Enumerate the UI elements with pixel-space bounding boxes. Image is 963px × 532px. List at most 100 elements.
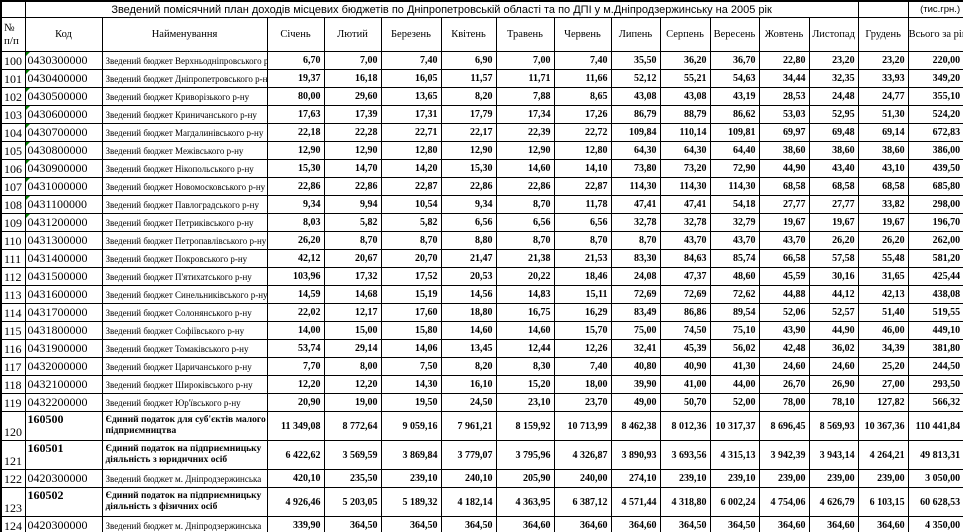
- table-row: 105 0430800000 Зведений бюджет Межівсько…: [0, 141, 963, 160]
- budget-name: Зведений бюджет м. Дніпродзержинська: [101, 516, 268, 532]
- budget-code: 0431300000: [27, 233, 88, 247]
- value-august: 43,70: [659, 231, 711, 250]
- excel-error-marker-icon: [26, 196, 30, 200]
- value-march: 20,70: [380, 249, 442, 268]
- budget-code-cell: 0430800000: [24, 141, 103, 160]
- value-july: 35,50: [610, 51, 661, 70]
- value-october: 24,60: [758, 357, 810, 376]
- value-july: 364,60: [610, 516, 661, 532]
- value-may: 12,90: [495, 141, 555, 160]
- excel-error-marker-icon: [26, 70, 30, 74]
- value-march: 5,82: [380, 213, 442, 232]
- row-number: 118: [0, 375, 26, 394]
- value-july: 43,08: [610, 87, 661, 106]
- value-march: 13,65: [380, 87, 442, 106]
- table-row: 108 0431100000 Зведений бюджет Павлоград…: [0, 195, 963, 214]
- value-year-total: 220,00: [907, 51, 963, 70]
- value-october: 8 696,45: [758, 411, 810, 441]
- budget-code-cell: 0431000000: [24, 177, 103, 196]
- budget-name: Зведений бюджет м. Дніпродзержинська: [101, 469, 268, 488]
- value-march: 14,30: [380, 375, 442, 394]
- value-august: 86,86: [659, 303, 711, 322]
- budget-code: 0431800000: [27, 323, 88, 337]
- budget-code: 0420300000: [27, 471, 88, 485]
- value-year-total: 581,20: [907, 249, 963, 268]
- value-october: 68,58: [758, 177, 810, 196]
- value-may: 23,10: [495, 393, 555, 412]
- value-march: 17,52: [380, 267, 442, 286]
- value-march: 15,80: [380, 321, 442, 340]
- value-october: 28,53: [758, 87, 810, 106]
- value-march: 5 189,32: [380, 487, 442, 517]
- value-july: 75,00: [610, 321, 661, 340]
- value-january: 420,10: [266, 469, 325, 488]
- value-june: 364,60: [553, 516, 612, 532]
- value-july: 8,70: [610, 231, 661, 250]
- value-november: 78,10: [808, 393, 859, 412]
- value-april: 14,60: [440, 321, 497, 340]
- value-june: 12,26: [553, 339, 612, 358]
- row-number: 103: [0, 105, 26, 124]
- table-row: 120 160500 Єдиний податок для суб'єктів …: [0, 411, 963, 441]
- value-september: 43,19: [709, 87, 760, 106]
- excel-error-marker-icon: [26, 160, 30, 164]
- table-row: 119 0432200000 Зведений бюджет Юр'ївсько…: [0, 393, 963, 412]
- value-august: 36,20: [659, 51, 711, 70]
- table-row: 111 0431400000 Зведений бюджет Покровськ…: [0, 249, 963, 268]
- value-november: 32,35: [808, 69, 859, 88]
- row-number: 116: [0, 339, 26, 358]
- value-november: 38,60: [808, 141, 859, 160]
- value-february: 8,00: [323, 357, 382, 376]
- value-april: 8,80: [440, 231, 497, 250]
- value-september: 56,02: [709, 339, 760, 358]
- value-june: 22,87: [553, 177, 612, 196]
- value-june: 21,53: [553, 249, 612, 268]
- value-july: 32,41: [610, 339, 661, 358]
- value-february: 5 203,05: [323, 487, 382, 517]
- row-number: 117: [0, 357, 26, 376]
- value-august: 73,20: [659, 159, 711, 178]
- value-may: 11,71: [495, 69, 555, 88]
- value-may: 14,83: [495, 285, 555, 304]
- budget-code: 0431600000: [27, 287, 88, 301]
- budget-name: Зведений бюджет Дніпропетровського р-ну: [101, 69, 268, 88]
- value-december: 25,20: [857, 357, 909, 376]
- value-september: 86,62: [709, 105, 760, 124]
- value-february: 7,00: [323, 51, 382, 70]
- value-august: 84,63: [659, 249, 711, 268]
- value-april: 22,86: [440, 177, 497, 196]
- table-row: 114 0431700000 Зведений бюджет Солонянсь…: [0, 303, 963, 322]
- value-march: 239,10: [380, 469, 442, 488]
- value-november: 24,48: [808, 87, 859, 106]
- page-title: Зведений помісячний план доходів місцеви…: [24, 1, 859, 18]
- value-april: 12,90: [440, 141, 497, 160]
- value-may: 205,90: [495, 469, 555, 488]
- value-august: 32,78: [659, 213, 711, 232]
- column-header-december: Грудень: [857, 17, 909, 52]
- value-october: 44,88: [758, 285, 810, 304]
- value-october: 3 942,39: [758, 440, 810, 470]
- value-january: 22,02: [266, 303, 325, 322]
- excel-error-marker-icon: [26, 178, 30, 182]
- value-december: 51,30: [857, 105, 909, 124]
- value-may: 16,75: [495, 303, 555, 322]
- table-row: 110 0431300000 Зведений бюджет Петропавл…: [0, 231, 963, 250]
- row-number: 109: [0, 213, 26, 232]
- budget-name: Зведений бюджет Криничанського р-ну: [101, 105, 268, 124]
- value-june: 11,66: [553, 69, 612, 88]
- value-december: 42,13: [857, 285, 909, 304]
- value-june: 17,26: [553, 105, 612, 124]
- value-february: 14,70: [323, 159, 382, 178]
- value-june: 8,65: [553, 87, 612, 106]
- value-december: 4 264,21: [857, 440, 909, 470]
- value-january: 6 422,62: [266, 440, 325, 470]
- value-january: 7,70: [266, 357, 325, 376]
- row-number: 123: [0, 487, 26, 517]
- title-row: Зведений помісячний план доходів місцеви…: [0, 1, 963, 18]
- value-january: 12,20: [266, 375, 325, 394]
- value-august: 47,37: [659, 267, 711, 286]
- value-january: 42,12: [266, 249, 325, 268]
- value-june: 240,00: [553, 469, 612, 488]
- value-august: 8 012,36: [659, 411, 711, 441]
- value-february: 29,14: [323, 339, 382, 358]
